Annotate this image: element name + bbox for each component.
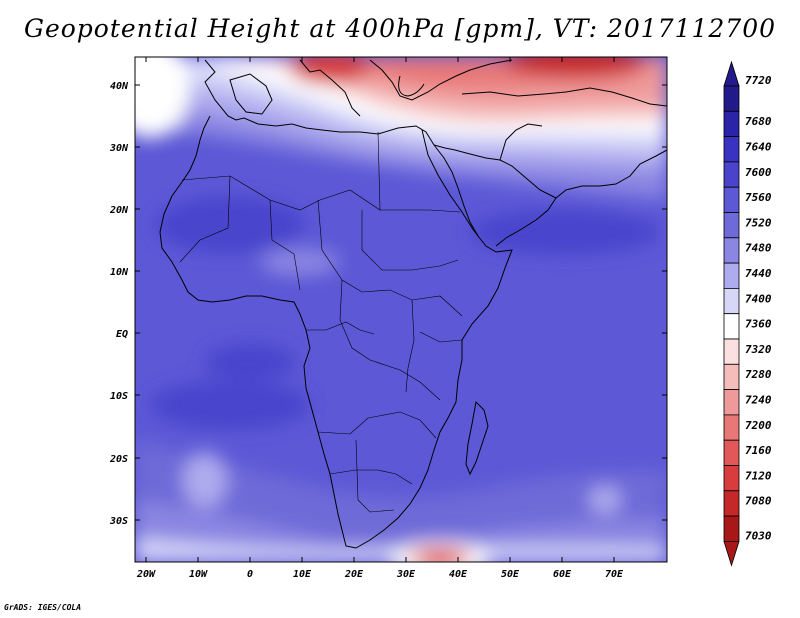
colorbar-swatch bbox=[723, 287, 740, 315]
latitude-labels: 40N 30N 20N 10N EQ 10S 20S 30S bbox=[109, 81, 129, 527]
latitude-ticks bbox=[135, 84, 667, 521]
colorbar-label: 7080 bbox=[745, 495, 772, 508]
colorbar-swatch bbox=[723, 363, 740, 390]
colorbar-swatch bbox=[723, 465, 740, 492]
longitude-ticks bbox=[145, 57, 615, 562]
longitude-labels: 20W 10W 0 10E 20E 30E 40E 50E 60E 70E bbox=[136, 569, 624, 580]
plot-frame bbox=[134, 56, 668, 563]
lat-label: 20N bbox=[109, 205, 129, 216]
lon-label: 70E bbox=[605, 569, 624, 580]
colorbar-label: 7640 bbox=[745, 141, 772, 154]
colorbar-label: 7720 bbox=[745, 74, 772, 87]
geopotential-field bbox=[135, 57, 667, 562]
lon-label: 10E bbox=[293, 569, 312, 580]
colorbar-swatch bbox=[723, 389, 740, 416]
lon-label: 40E bbox=[449, 569, 468, 580]
lon-label: 20W bbox=[136, 569, 156, 580]
colorbar-label: 7520 bbox=[745, 216, 772, 229]
colorbar-swatch bbox=[723, 414, 740, 441]
colorbar-label: 7600 bbox=[745, 166, 772, 179]
lat-label: 10N bbox=[110, 267, 129, 278]
colorbar-label: 7240 bbox=[745, 394, 772, 407]
lon-label: 20E bbox=[344, 569, 364, 580]
map-title: Geopotential Height at 400hPa [gpm], VT:… bbox=[23, 14, 777, 43]
colorbar-label: 7030 bbox=[745, 529, 772, 542]
colorbar-swatch bbox=[723, 161, 740, 188]
colorbar-label: 7480 bbox=[745, 242, 772, 255]
lon-label: 0 bbox=[247, 569, 253, 580]
colorbar-label: 7120 bbox=[745, 469, 772, 482]
colorbar-label: 7320 bbox=[745, 343, 772, 356]
colorbar-label: 7280 bbox=[745, 368, 772, 381]
lat-label: 10S bbox=[110, 391, 128, 402]
country-borders bbox=[179, 131, 463, 513]
colorbar: 7720 7680 7640 7600 7560 7520 7480 7440 7400 7360… bbox=[723, 60, 772, 567]
colorbar-swatch bbox=[723, 85, 740, 112]
lon-label: 10W bbox=[189, 569, 208, 580]
lat-label: 40N bbox=[110, 81, 129, 92]
colorbar-swatch bbox=[723, 237, 740, 264]
lon-label: 60E bbox=[553, 569, 572, 580]
lat-label: 30N bbox=[109, 143, 129, 154]
colorbar-swatch bbox=[723, 110, 740, 138]
colorbar-label: 7360 bbox=[745, 318, 772, 331]
colorbar-swatch bbox=[723, 515, 740, 542]
lon-label: 30E bbox=[396, 569, 416, 580]
colorbar-label: 7200 bbox=[745, 419, 772, 432]
lon-label: 50E bbox=[501, 569, 520, 580]
grads-credit: GrADS: IGES/COLA bbox=[4, 603, 82, 612]
colorbar-bottom-cap bbox=[723, 541, 740, 567]
colorbar-swatch bbox=[723, 136, 740, 163]
colorbar-swatch bbox=[723, 338, 740, 365]
lat-label: EQ bbox=[116, 329, 128, 340]
colorbar-swatch bbox=[723, 212, 740, 239]
colorbar-swatch bbox=[723, 490, 740, 517]
coastlines bbox=[159, 59, 667, 549]
colorbar-label: 7680 bbox=[745, 115, 772, 128]
colorbar-label: 7400 bbox=[745, 292, 772, 305]
colorbar-swatch bbox=[723, 186, 740, 213]
colorbar-label: 7440 bbox=[745, 267, 772, 280]
colorbar-label: 7560 bbox=[745, 191, 772, 204]
colorbar-swatch bbox=[723, 439, 740, 466]
colorbar-top-cap bbox=[723, 60, 740, 87]
lat-label: 30S bbox=[109, 516, 128, 527]
lat-label: 20S bbox=[109, 454, 128, 465]
colorbar-label: 7160 bbox=[745, 444, 772, 457]
colorbar-swatch bbox=[723, 313, 740, 340]
colorbar-swatch bbox=[723, 262, 740, 289]
